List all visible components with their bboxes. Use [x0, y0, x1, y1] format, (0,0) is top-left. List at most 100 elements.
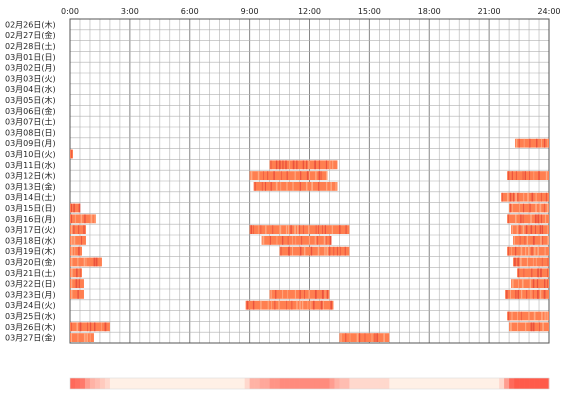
- activity-tick: [523, 268, 525, 278]
- summary-bin: [384, 378, 390, 389]
- activity-tick: [280, 182, 282, 191]
- summary-bin: [209, 378, 215, 389]
- summary-bin: [409, 378, 415, 389]
- summary-bin: [494, 378, 500, 389]
- activity-tick: [317, 246, 320, 256]
- summary-bin: [164, 378, 171, 389]
- activity-tick: [309, 171, 310, 180]
- row-label: 03月07日(土): [5, 117, 56, 127]
- activity-tick: [547, 257, 549, 267]
- activity-tick: [542, 322, 544, 332]
- activity-tick: [269, 236, 271, 245]
- activity-segment: [515, 138, 549, 148]
- summary-bin: [169, 378, 176, 389]
- activity-tick: [288, 225, 290, 234]
- summary-strip: [69, 377, 550, 390]
- plot-border: [69, 18, 550, 344]
- activity-tick: [294, 171, 296, 180]
- activity-tick: [287, 236, 289, 245]
- activity-tick: [345, 225, 347, 234]
- summary-bin: [154, 378, 161, 389]
- activity-tick: [546, 311, 548, 321]
- activity-tick: [520, 246, 523, 256]
- activity-tick: [294, 290, 296, 299]
- activity-tick: [547, 225, 548, 234]
- activity-tick: [537, 268, 539, 278]
- activity-tick: [275, 182, 278, 191]
- summary-bin: [214, 378, 220, 389]
- activity-tick: [274, 300, 276, 310]
- summary-bin: [244, 378, 250, 389]
- summary-bin: [269, 378, 275, 389]
- row-label: 03月27日(金): [5, 333, 56, 343]
- activity-tick: [544, 279, 546, 288]
- activity-tick: [542, 236, 544, 245]
- activity-tick: [512, 279, 514, 288]
- row-label: 03月01日(日): [5, 53, 56, 62]
- activity-tick: [254, 182, 256, 191]
- summary-bin: [354, 378, 360, 389]
- activity-tick: [296, 300, 298, 310]
- activity-tick: [547, 268, 548, 278]
- activity-tick: [502, 192, 503, 202]
- activity-tick: [297, 225, 299, 234]
- activity-segment: [517, 268, 549, 278]
- activity-tick: [74, 214, 76, 224]
- activity-tick: [76, 322, 78, 332]
- activity-tick: [520, 257, 522, 267]
- activity-tick: [519, 236, 521, 245]
- row-label: 02月26日(木): [5, 19, 56, 29]
- activity-tick: [533, 290, 534, 299]
- activity-tick: [523, 192, 525, 202]
- activity-tick: [281, 236, 284, 245]
- activity-tick: [383, 333, 385, 342]
- activity-tick: [518, 279, 519, 288]
- activity-tick: [533, 171, 535, 180]
- activity-segment: [509, 322, 549, 332]
- activity-tick: [286, 171, 288, 180]
- activity-tick: [512, 203, 514, 213]
- activity-tick: [260, 300, 262, 310]
- summary-bin: [74, 378, 81, 389]
- activity-tick: [546, 279, 548, 288]
- summary-bin: [259, 378, 265, 389]
- activity-tick: [71, 257, 73, 267]
- row-label: 03月24日(火): [5, 301, 56, 310]
- activity-tick: [275, 160, 278, 170]
- activity-tick: [506, 290, 508, 299]
- activity-tick: [518, 138, 520, 148]
- activity-tick: [511, 171, 513, 180]
- activity-segment: [507, 311, 549, 321]
- activity-tick: [81, 236, 82, 245]
- activity-tick: [539, 203, 542, 213]
- activity-segment: [70, 322, 110, 332]
- row-label: 02月27日(金): [5, 30, 56, 40]
- activity-segment: [279, 246, 350, 256]
- activity-tick: [326, 246, 329, 256]
- grid: [69, 18, 550, 344]
- row-label: 03月19日(木): [5, 246, 56, 256]
- summary-bin: [79, 378, 86, 389]
- summary-bin: [174, 378, 181, 389]
- summary-bin: [519, 378, 525, 389]
- activity-tick: [257, 225, 259, 234]
- activity-tick: [523, 203, 525, 213]
- activity-tick: [521, 311, 522, 321]
- activity-tick: [513, 192, 515, 202]
- activity-tick: [299, 246, 302, 256]
- activity-tick: [531, 192, 534, 202]
- x-tick-label: 6:00: [181, 7, 199, 16]
- activity-tick: [83, 333, 86, 342]
- summary-bin: [159, 378, 166, 389]
- activity-tick: [326, 182, 328, 191]
- summary-bin: [374, 378, 380, 389]
- summary-bin: [149, 378, 156, 389]
- activity-segment: [261, 236, 332, 245]
- summary-bin: [339, 378, 345, 389]
- summary-bin: [509, 378, 515, 389]
- activity-tick: [289, 160, 291, 170]
- activity-tick: [79, 322, 82, 332]
- activity-tick: [78, 203, 81, 213]
- activity-tick: [94, 214, 96, 224]
